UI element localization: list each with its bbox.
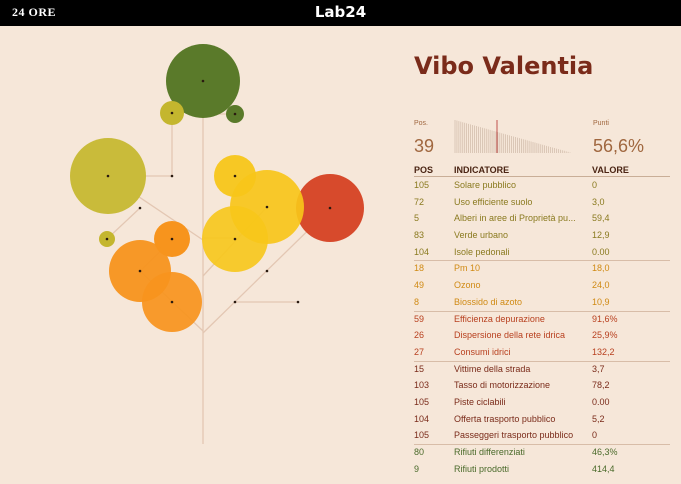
- header-divider: [414, 176, 670, 177]
- row-value: 24,0: [592, 280, 610, 291]
- pos-value: 39: [414, 136, 435, 156]
- row-pos: 49: [414, 280, 425, 291]
- table-row[interactable]: 27 Consumi idrici 132,2: [414, 344, 670, 361]
- row-value: 132,2: [592, 346, 615, 357]
- row-value: 46,3%: [592, 447, 618, 457]
- row-pos: 18: [414, 263, 425, 274]
- table-row[interactable]: 80 Rifiuti differenziati 46,3%: [414, 444, 670, 461]
- table-row[interactable]: 104 Isole pedonali 0.00: [414, 244, 670, 261]
- row-pos: 8: [414, 296, 420, 307]
- table-row[interactable]: 26 Dispersione della rete idrica 25,9%: [414, 327, 670, 344]
- row-pos: 72: [414, 196, 425, 207]
- table-row[interactable]: 49 Ozono 24,0: [414, 277, 670, 294]
- table-row[interactable]: 105 Piste ciclabili 0.00: [414, 394, 670, 411]
- row-value: 0: [592, 430, 598, 441]
- row-pos: 103: [414, 380, 430, 391]
- row-indicator: Dispersione della rete idrica: [454, 330, 566, 341]
- tree-circles: [70, 44, 364, 332]
- top-bar: 24 ORE Lab24: [0, 0, 681, 26]
- row-value: 91,6%: [592, 313, 618, 324]
- row-indicator: Consumi idrici: [454, 346, 511, 357]
- table-row[interactable]: 18 Pm 10 18,0: [414, 260, 670, 277]
- table-row[interactable]: 104 Offerta trasporto pubblico 5,2: [414, 411, 670, 428]
- row-value: 0: [592, 180, 598, 190]
- row-pos: 5: [414, 213, 420, 224]
- row-value: 12,9: [592, 230, 610, 241]
- row-pos: 27: [414, 346, 425, 357]
- row-indicator: Solare pubblico: [454, 180, 517, 190]
- punti-value: 56,6%: [593, 136, 645, 156]
- row-indicator: Rifiuti prodotti: [454, 463, 510, 474]
- row-value: 0.00: [592, 246, 610, 257]
- row-indicator: Efficienza depurazione: [454, 313, 545, 324]
- table-row[interactable]: 105 Solare pubblico 0: [414, 177, 670, 194]
- row-pos: 104: [414, 413, 430, 424]
- row-indicator: Vittime della strada: [454, 363, 531, 374]
- table-row[interactable]: 105 Passeggeri trasporto pubblico 0: [414, 427, 670, 444]
- col-pos-header: POS: [414, 165, 434, 175]
- row-indicator: Passeggeri trasporto pubblico: [454, 430, 574, 441]
- table-row[interactable]: 5 Alberi in aree di Proprietà pu... 59,4: [414, 210, 670, 227]
- row-indicator: Verde urbano: [454, 230, 509, 241]
- indicator-tree-chart: [70, 44, 364, 444]
- row-pos: 9: [414, 463, 420, 474]
- indicator-table: 105 Solare pubblico 0 72 Uso efficiente suol…: [414, 177, 670, 477]
- table-row[interactable]: 9 Rifiuti prodotti 414,4: [414, 461, 670, 478]
- tree-dots: [105, 79, 332, 304]
- table-row[interactable]: 72 Uso efficiente suolo 3,0: [414, 194, 670, 211]
- row-indicator: Alberi in aree di Proprietà pu...: [454, 213, 576, 224]
- pos-label: Pos.: [414, 120, 429, 127]
- row-pos: 104: [414, 246, 430, 257]
- punti-label: Punti: [593, 120, 609, 127]
- row-value: 3,7: [592, 363, 605, 374]
- table-row[interactable]: 83 Verde urbano 12,9: [414, 227, 670, 244]
- row-indicator: Pm 10: [454, 263, 481, 274]
- row-pos: 59: [414, 313, 425, 324]
- row-indicator: Offerta trasporto pubblico: [454, 413, 556, 424]
- row-value: 10,9: [592, 296, 610, 307]
- table-row[interactable]: 15 Vittime della strada 3,7: [414, 360, 670, 378]
- row-indicator: Uso efficiente suolo: [454, 196, 533, 207]
- row-pos: 26: [414, 330, 425, 341]
- row-value: 59,4: [592, 213, 610, 224]
- row-value: 78,2: [592, 380, 610, 391]
- col-indicatore-header: INDICATORE: [454, 165, 510, 175]
- row-indicator: Biossido di azoto: [454, 296, 523, 307]
- row-pos: 80: [414, 447, 425, 457]
- table-row[interactable]: 8 Biossido di azoto 10,9: [414, 294, 670, 311]
- col-valore-header: VALORE: [592, 165, 629, 175]
- lab24-logo[interactable]: Lab24: [314, 3, 367, 21]
- sole24ore-logo[interactable]: 24 ORE: [12, 5, 57, 19]
- row-pos: 105: [414, 180, 430, 190]
- table-row[interactable]: 59 Efficienza depurazione 91,6%: [414, 310, 670, 328]
- row-pos: 105: [414, 430, 430, 441]
- row-indicator: Tasso di motorizzazione: [454, 380, 551, 391]
- row-indicator: Piste ciclabili: [454, 396, 506, 407]
- row-value: 0.00: [592, 396, 610, 407]
- row-pos: 83: [414, 230, 425, 241]
- row-indicator: Ozono: [454, 280, 481, 291]
- row-value: 25,9%: [592, 330, 618, 341]
- row-value: 414,4: [592, 463, 615, 474]
- row-value: 5,2: [592, 413, 605, 424]
- row-value: 3,0: [592, 196, 605, 207]
- row-indicator: Isole pedonali: [454, 246, 510, 257]
- row-pos: 15: [414, 363, 425, 374]
- ranking-wedge-chart: [454, 120, 571, 153]
- table-row[interactable]: 103 Tasso di motorizzazione 78,2: [414, 377, 670, 394]
- city-title: Vibo Valentia: [414, 52, 594, 80]
- row-value: 18,0: [592, 263, 610, 274]
- row-pos: 105: [414, 396, 430, 407]
- row-indicator: Rifiuti differenziati: [454, 447, 525, 457]
